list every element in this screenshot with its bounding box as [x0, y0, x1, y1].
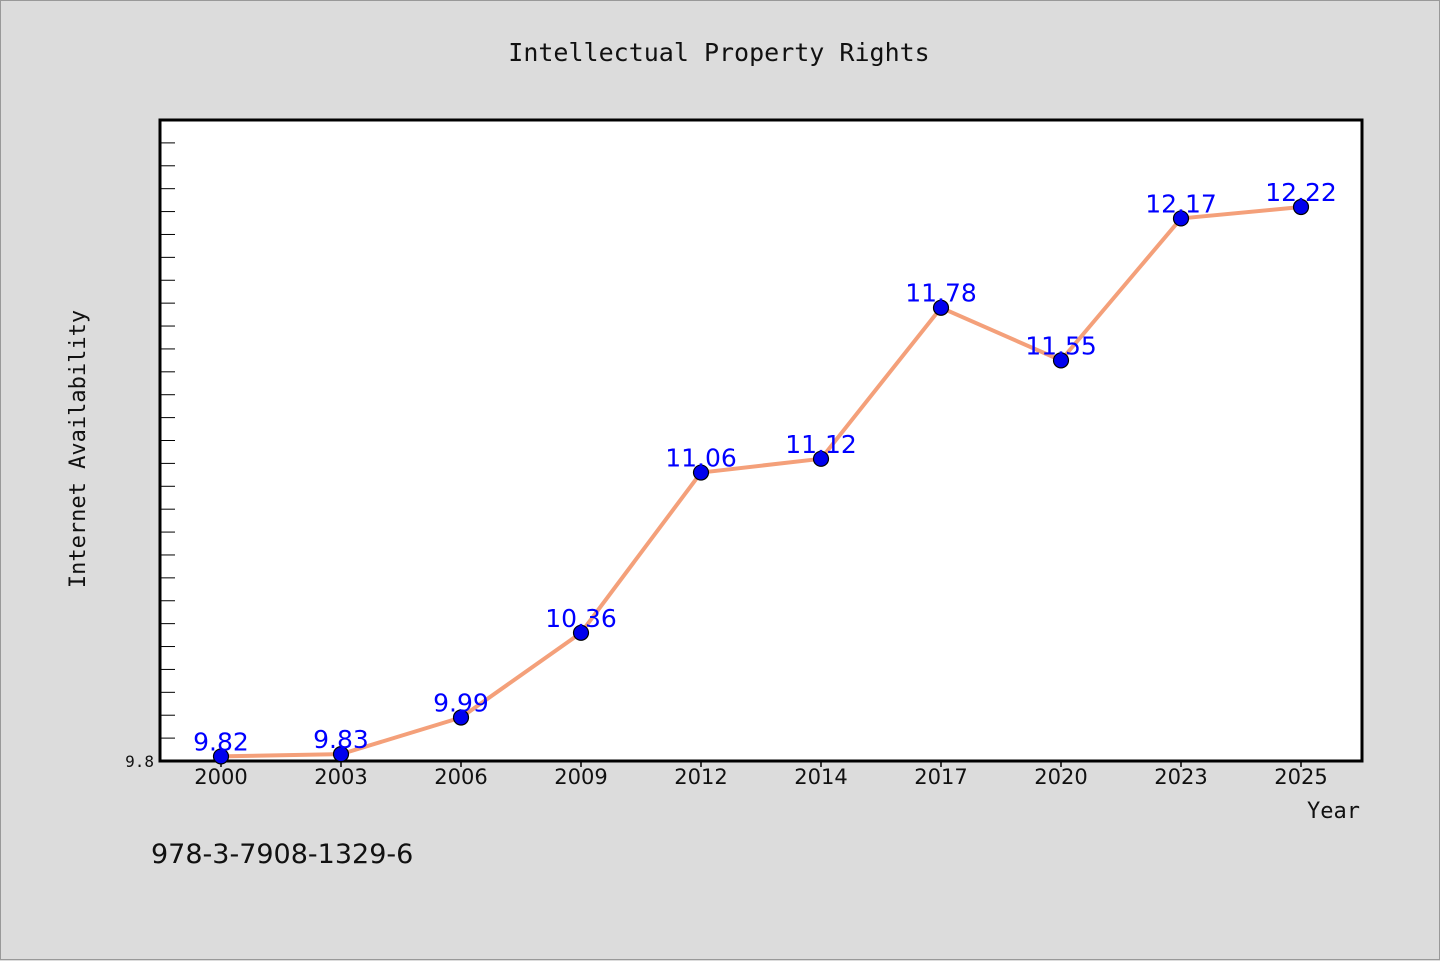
data-label: 11.55: [1025, 331, 1097, 360]
data-point: [692, 464, 710, 481]
x-tick-label: 2012: [674, 765, 727, 789]
data-label: 10.36: [545, 604, 617, 633]
x-axis-ticks: 2000 2003 2006 2009 2012 2014 2017 2020 2023 2025: [194, 761, 1328, 789]
y-tick-label: 9.8: [125, 752, 154, 771]
data-label: 9.83: [313, 725, 369, 754]
data-point: [1052, 352, 1070, 369]
x-axis-label: Year: [1307, 799, 1360, 824]
isbn-text: 978-3-7908-1329-6: [151, 839, 413, 870]
series: 9.82 9.83 9.99 10.36 11.06 11.12 11.78 11.55 12.…: [193, 178, 1337, 765]
x-tick-label: 2006: [434, 765, 487, 789]
data-label: 9.99: [433, 689, 489, 718]
x-tick-label: 2009: [554, 765, 607, 789]
x-tick-label: 2000: [194, 765, 247, 789]
plot-area: [158, 118, 1364, 763]
series-line: [220, 205, 1302, 759]
x-tick-label: 2014: [794, 765, 847, 789]
x-tick-label: 2023: [1154, 765, 1207, 789]
data-label: 12.22: [1265, 178, 1337, 207]
x-tick-label: 2017: [914, 765, 967, 789]
y-axis-ticks: 9.8: [125, 142, 175, 771]
data-point: [932, 299, 950, 316]
data-label: 12.17: [1145, 189, 1217, 218]
data-point: [1292, 198, 1310, 216]
data-point: [572, 624, 590, 641]
data-label: 11.06: [665, 444, 737, 473]
data-point: [452, 709, 470, 726]
data-point: [332, 746, 350, 763]
x-tick-label: 2020: [1034, 765, 1087, 789]
data-label: 11.78: [905, 279, 977, 308]
data-point: [1172, 210, 1190, 227]
data-point: [212, 748, 230, 765]
data-label: 11.12: [785, 430, 857, 459]
y-axis-label: Internet Availability: [66, 310, 91, 588]
chart-title: Intellectual Property Rights: [508, 38, 929, 67]
data-label: 9.82: [193, 727, 249, 756]
data-point: [812, 450, 830, 467]
x-tick-label: 2003: [314, 765, 367, 789]
x-tick-label: 2025: [1274, 765, 1327, 789]
